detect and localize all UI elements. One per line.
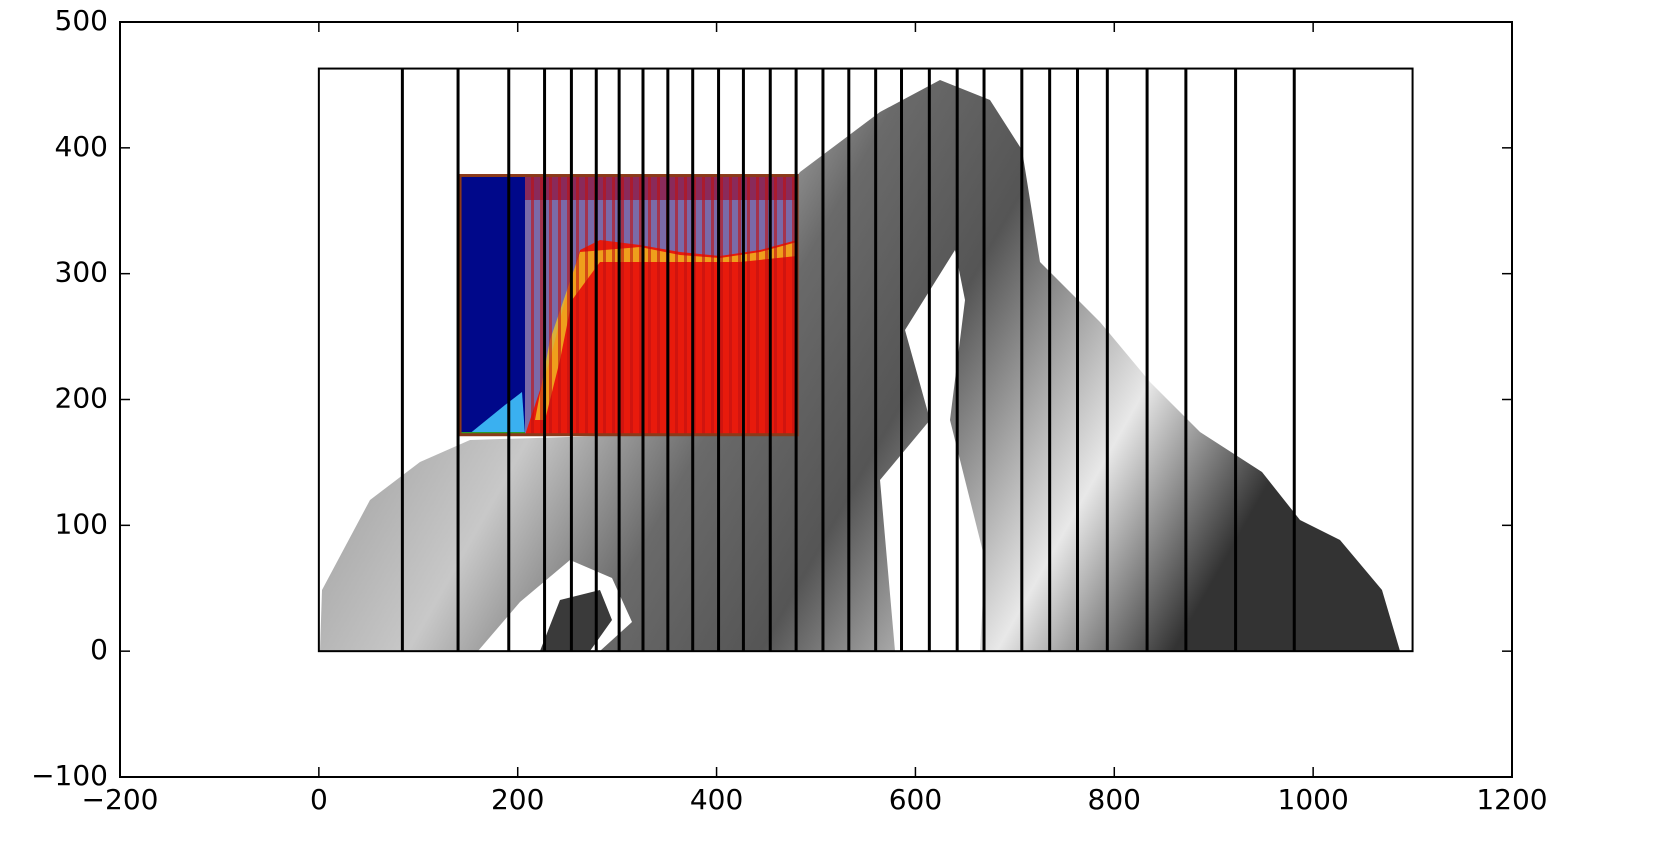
x-tick-label: 0 <box>310 783 328 816</box>
y-tick-label: 500 <box>55 4 108 37</box>
y-tick-label: 100 <box>55 507 108 540</box>
y-tick-label: 300 <box>55 256 108 289</box>
y-tick-label: 200 <box>55 382 108 415</box>
y-tick-label: −100 <box>31 759 108 792</box>
heatmap-image <box>460 175 797 435</box>
x-tick-label: 1000 <box>1278 783 1349 816</box>
y-tick-label: 400 <box>55 130 108 163</box>
x-tick-label: 800 <box>1088 783 1141 816</box>
x-tick-label: 600 <box>889 783 942 816</box>
x-tick-label: 400 <box>690 783 743 816</box>
x-tick-label: 200 <box>491 783 544 816</box>
chart: −200020040060080010001200−10001002003004… <box>0 0 1678 867</box>
y-tick-label: 0 <box>90 633 108 666</box>
x-tick-label: 1200 <box>1476 783 1547 816</box>
